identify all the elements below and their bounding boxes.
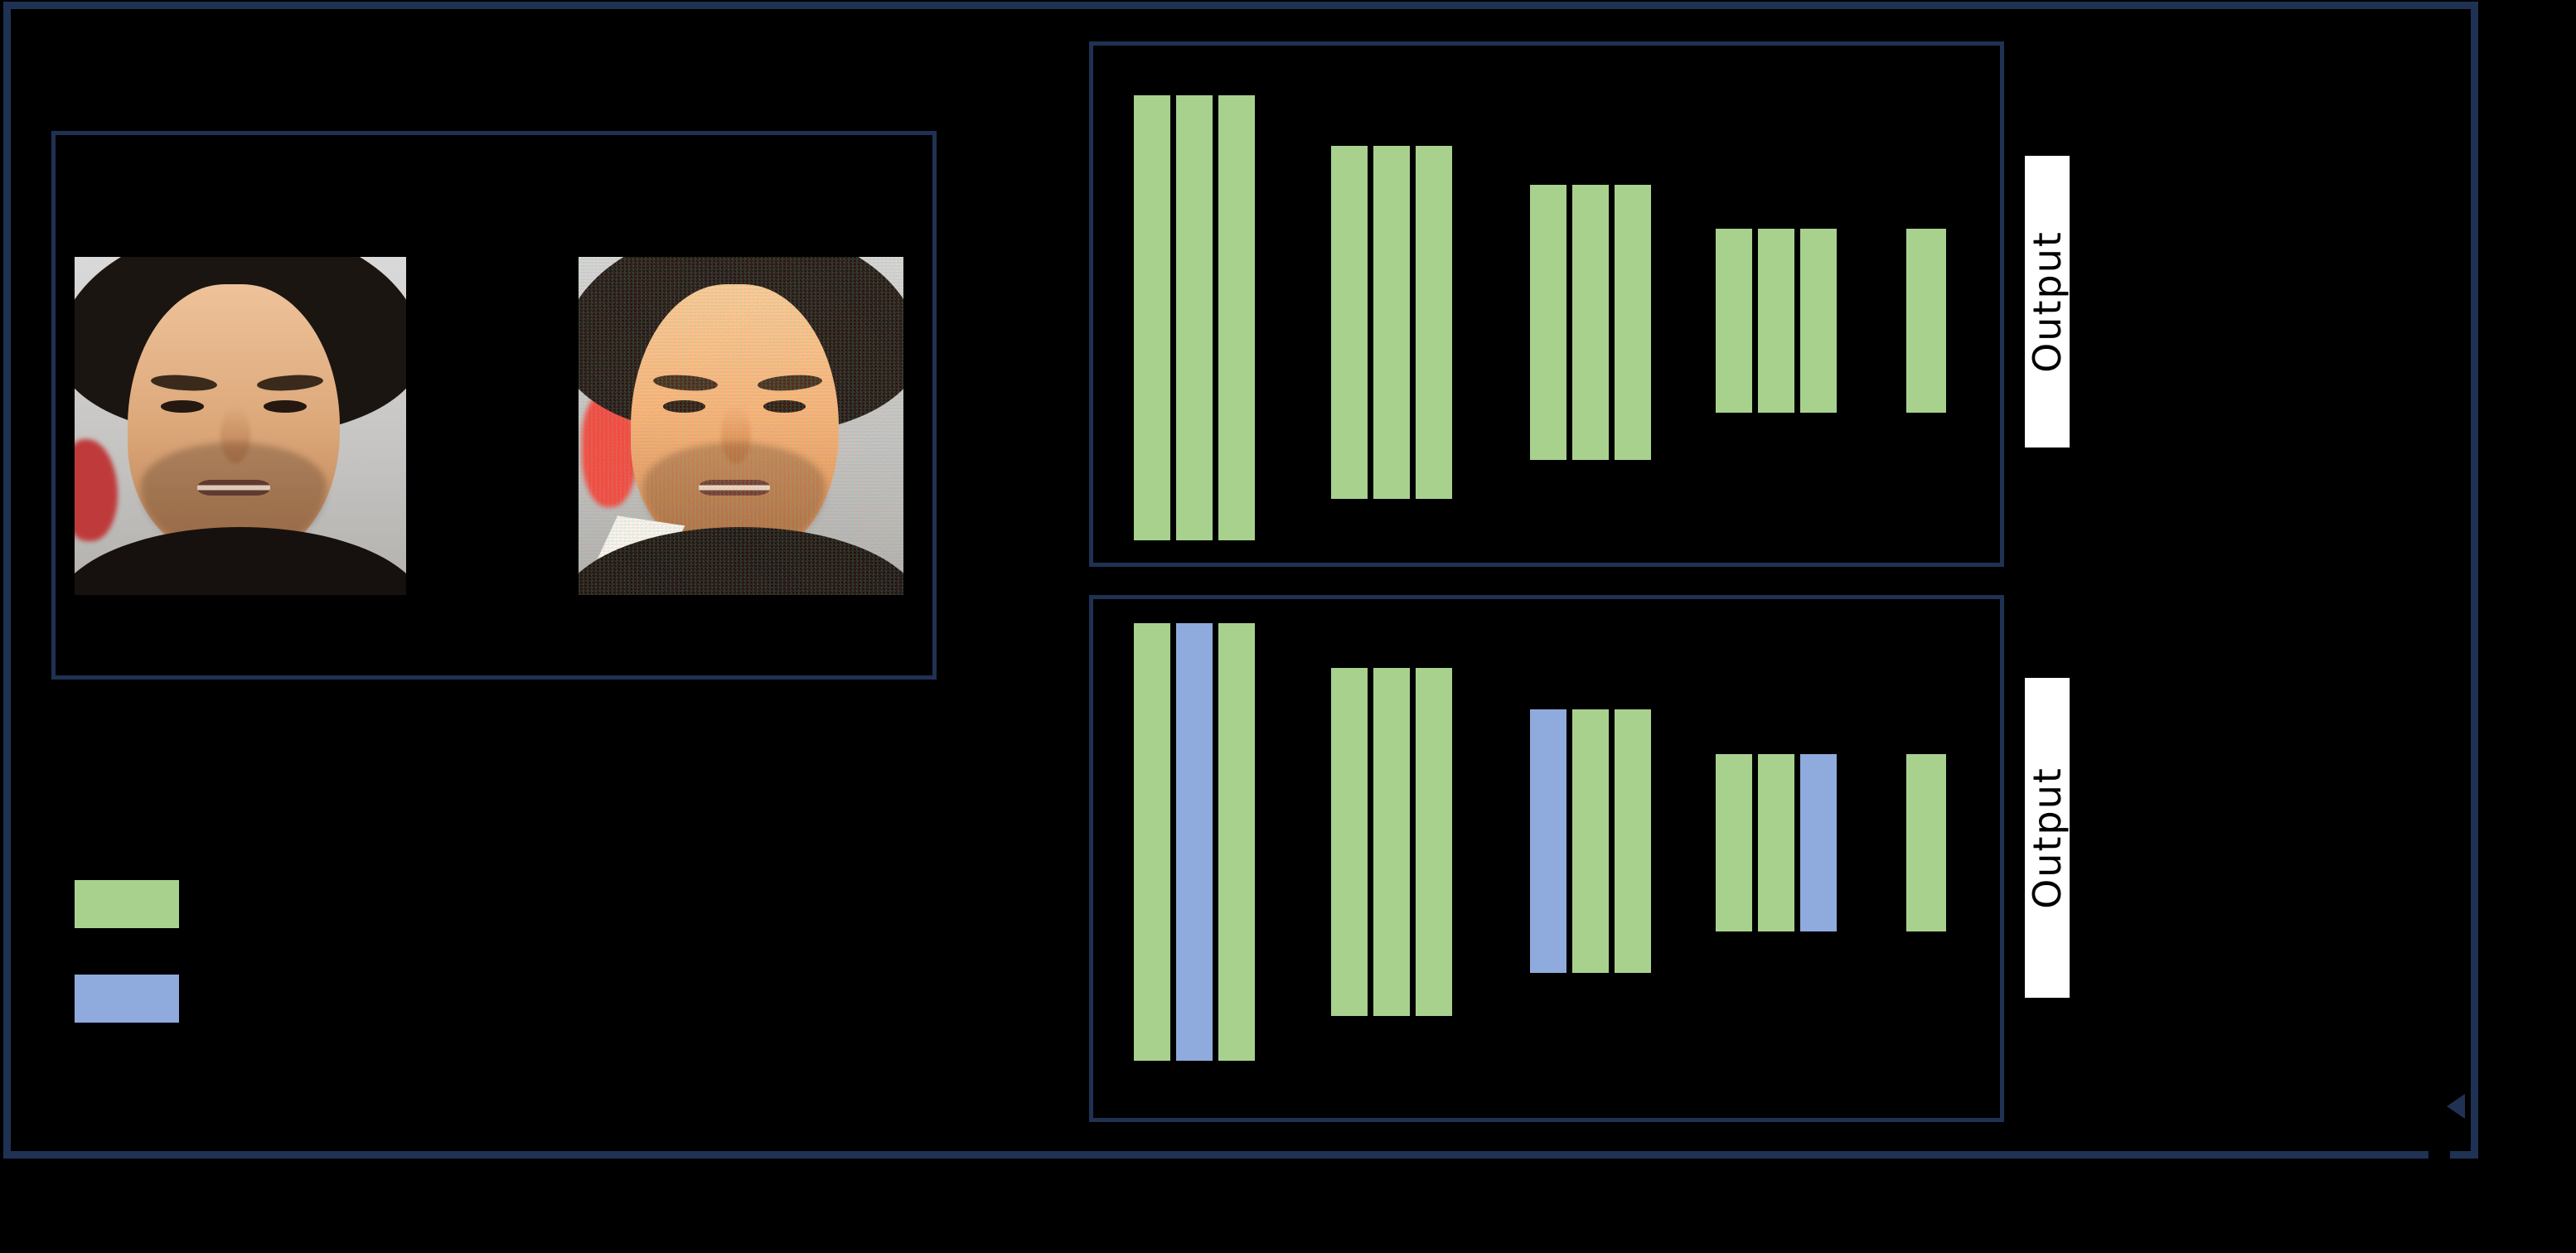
- clean-layer-bar: [1373, 146, 1410, 499]
- output-label-box-top: Output: [2025, 156, 2070, 448]
- clean-layer-bar: [1416, 668, 1452, 1016]
- output-label-top: Output: [2025, 230, 2070, 373]
- right-eye-shape: [763, 400, 806, 414]
- network-box-top: [1089, 41, 2004, 567]
- face-shape: [128, 283, 340, 559]
- noisy-face-illustration: [579, 257, 903, 595]
- adversarial-noise-overlay: [579, 257, 903, 595]
- noisy-face-image: [579, 257, 903, 595]
- clean-layer-bar: [1176, 95, 1213, 540]
- left-eye-shape: [161, 400, 204, 414]
- perturbed-layer-bar: [1176, 623, 1213, 1061]
- perturbed-layer-bar: [1530, 709, 1566, 973]
- border-notch-triangle: [2447, 1094, 2465, 1119]
- clean-face-illustration: [75, 257, 406, 595]
- mouth-shape: [197, 480, 270, 496]
- clean-layer-bar: [1134, 95, 1170, 540]
- clean-layer-bar: [1331, 146, 1368, 499]
- suit-shape: [75, 527, 406, 595]
- figure-outer-border: [3, 2, 2478, 1159]
- left-eye-shape: [662, 400, 705, 414]
- nose-shape: [220, 405, 250, 463]
- nose-shape: [721, 405, 751, 463]
- clean-layer-bar: [1615, 185, 1651, 460]
- clean-layer-bar: [1716, 229, 1752, 413]
- clean-layer-bar: [1758, 754, 1794, 931]
- clean-layer-bar: [1572, 185, 1609, 460]
- clean-layer-bar: [1572, 709, 1609, 973]
- clean-layer-bar: [1416, 146, 1452, 499]
- border-gap-patch: [2428, 1149, 2450, 1161]
- clean-face-image: [75, 257, 406, 595]
- perturbed-layer-bar: [1800, 754, 1837, 931]
- legend-blue-swatch: [75, 975, 179, 1023]
- clean-layer-bar: [1530, 185, 1566, 460]
- clean-layer-bar: [1716, 754, 1752, 931]
- clean-layer-bar: [1218, 623, 1255, 1061]
- network-box-bottom: [1089, 595, 2004, 1122]
- clean-layer-bar: [1615, 709, 1651, 973]
- clean-layer-bar: [1331, 668, 1368, 1016]
- clean-layer-bar: [1758, 229, 1794, 413]
- legend-green-swatch: [75, 880, 179, 928]
- clean-layer-bar: [1218, 95, 1255, 540]
- photo-background-red-shape: [75, 439, 118, 541]
- right-eye-shape: [264, 400, 307, 414]
- output-label-box-bottom: Output: [2025, 678, 2070, 998]
- clean-layer-bar: [1906, 229, 1946, 413]
- clean-layer-bar: [1906, 754, 1946, 931]
- mouth-shape: [699, 480, 771, 496]
- clean-layer-bar: [1373, 668, 1410, 1016]
- clean-layer-bar: [1800, 229, 1837, 413]
- clean-layer-bar: [1134, 623, 1170, 1061]
- input-images-panel: [51, 131, 937, 680]
- output-label-bottom: Output: [2025, 767, 2070, 909]
